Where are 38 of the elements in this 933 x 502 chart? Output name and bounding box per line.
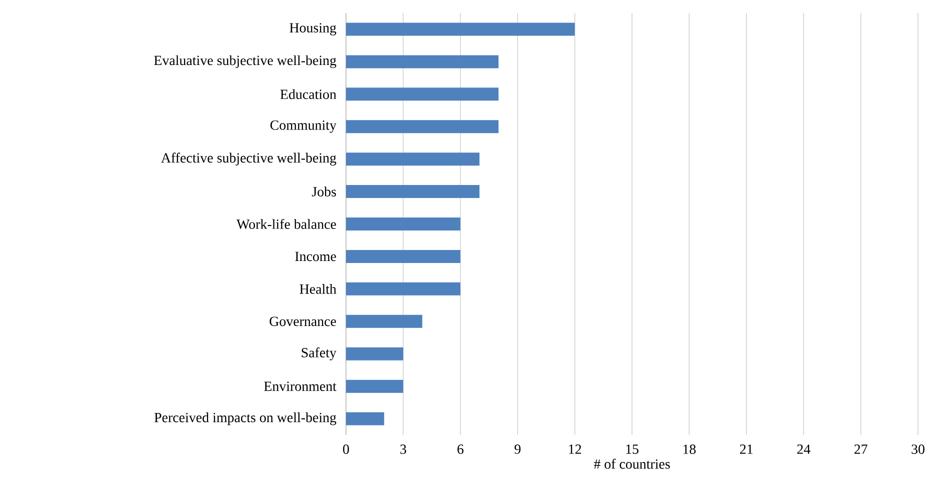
x-tick-label: 12	[569, 444, 582, 454]
y-tick-label: Health	[300, 284, 336, 294]
y-tick-label: Evaluative subjective well-being	[154, 55, 336, 68]
bar	[346, 152, 480, 166]
bar	[346, 282, 460, 296]
bar	[346, 55, 499, 68]
x-tick-label: 21	[740, 444, 753, 454]
bar	[346, 22, 575, 36]
y-tick-label: Housing	[290, 23, 336, 36]
x-tick-label: 6	[458, 444, 464, 454]
y-tick-label: Income	[295, 252, 336, 262]
y-tick-label: Work-life balance	[236, 218, 336, 230]
y-tick-label: Perceived impacts on well-being	[154, 412, 336, 426]
bar	[346, 120, 499, 134]
y-tick-label: Jobs	[312, 186, 336, 196]
bar	[346, 314, 422, 328]
x-tick-label: 24	[797, 444, 810, 454]
bar	[346, 88, 499, 101]
y-tick-label: Environment	[264, 382, 336, 392]
x-tick-label: 15	[626, 444, 638, 454]
x-tick-label: 18	[683, 444, 696, 454]
bar	[346, 250, 460, 263]
bar	[346, 185, 480, 198]
y-tick-label: Affective subjective well-being	[161, 152, 336, 166]
y-tick-label: Community	[270, 120, 336, 133]
x-tick-label: 27	[854, 444, 868, 454]
x-tick-label: 9	[514, 444, 521, 454]
x-tick-label: 30	[912, 444, 924, 454]
x-axis-title: # of countries	[594, 458, 670, 469]
y-tick-label: Safety	[302, 347, 336, 360]
y-tick-label: Governance	[270, 316, 336, 326]
bar	[346, 218, 460, 231]
bar	[346, 380, 404, 393]
bar	[346, 412, 384, 426]
y-tick-label: Education	[280, 89, 336, 100]
x-tick-label: 3	[400, 444, 406, 454]
x-tick-label: 0	[343, 444, 349, 454]
bar	[346, 347, 404, 360]
